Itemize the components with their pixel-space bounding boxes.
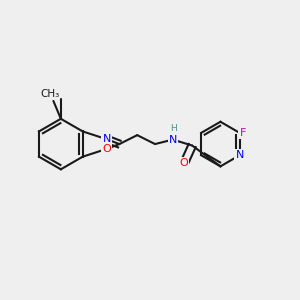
Text: O: O xyxy=(102,144,111,154)
Text: CH₃: CH₃ xyxy=(41,89,60,100)
Text: N: N xyxy=(103,134,111,144)
Text: N: N xyxy=(236,150,244,160)
Text: O: O xyxy=(179,158,188,168)
Text: N: N xyxy=(169,135,177,145)
Text: H: H xyxy=(170,124,177,133)
Text: F: F xyxy=(239,128,246,138)
